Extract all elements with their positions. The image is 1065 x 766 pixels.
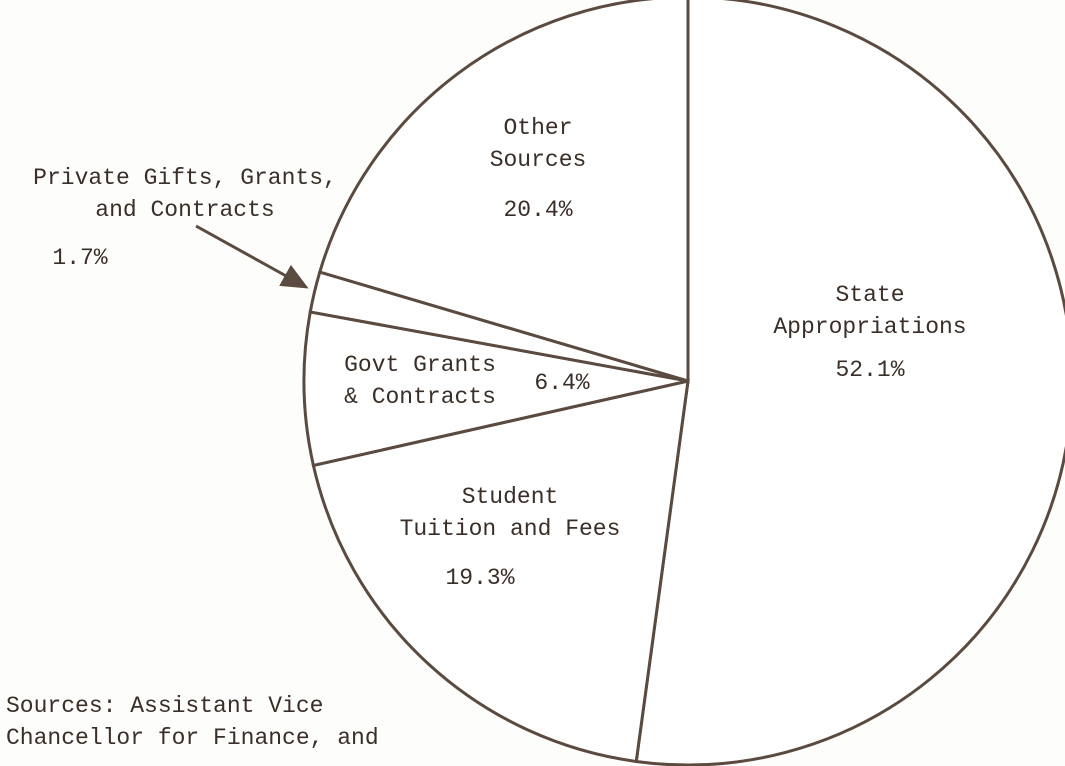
slice-label: Other Sources — [489, 115, 587, 173]
value-label: 52.1% — [835, 357, 905, 383]
pie-slice — [634, 0, 1065, 766]
value-label: 20.4% — [503, 197, 573, 223]
pie-slice — [317, 0, 690, 384]
slice-label: Private Gifts, Grants, and Contracts — [33, 165, 337, 223]
slice-label: State Appropriations — [773, 282, 967, 340]
source-note: Sources: Assistant Vice Chancellor for F… — [6, 693, 379, 751]
callout-arrow — [195, 224, 309, 289]
slice-label: Govt Grants & Contracts — [344, 352, 496, 410]
pie-slice — [311, 379, 690, 764]
value-label: 1.7% — [52, 245, 108, 271]
slice-label: Student Tuition and Fees — [399, 484, 621, 542]
value-label: 6.4% — [534, 370, 590, 396]
value-label: 19.3% — [445, 565, 515, 591]
pie-slice — [302, 310, 689, 468]
